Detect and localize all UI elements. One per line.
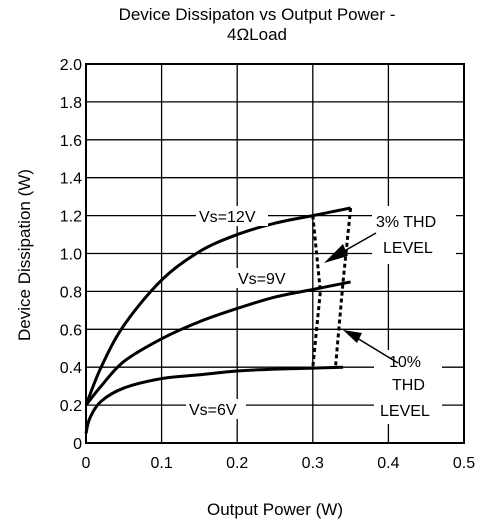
thd3-arrow bbox=[324, 233, 376, 263]
y-tick-label: 0.2 bbox=[60, 398, 82, 415]
y-tick-label: 0.6 bbox=[60, 322, 82, 339]
x-tick-label: 0 bbox=[82, 455, 91, 472]
x-tick-label: 0.2 bbox=[226, 455, 248, 472]
thd3-label-line1: 3% THD bbox=[376, 214, 436, 231]
thd10-arrow bbox=[343, 330, 398, 363]
thd-line-1 bbox=[335, 208, 350, 367]
y-axis-label: Device Dissipation (W) bbox=[15, 169, 34, 341]
thd3-label-line2: LEVEL bbox=[383, 240, 433, 257]
x-axis-label: Output Power (W) bbox=[207, 500, 343, 519]
y-tick-label: 1.6 bbox=[60, 133, 82, 150]
y-tick-label: 1.4 bbox=[60, 171, 82, 188]
x-tick-label: 0.4 bbox=[377, 455, 399, 472]
y-tick-label: 0 bbox=[73, 436, 82, 453]
vs12-label: Vs=12V bbox=[199, 209, 256, 226]
thd10-label-line1: 10% bbox=[389, 354, 421, 371]
chart-title-line2: 4ΩLoad bbox=[227, 25, 287, 44]
x-tick-label: 0.3 bbox=[302, 455, 324, 472]
y-tick-label: 1.8 bbox=[60, 95, 82, 112]
vs6-label: Vs=6V bbox=[189, 402, 237, 419]
y-tick-label: 1.0 bbox=[60, 247, 82, 264]
series-line-vs-12v bbox=[86, 208, 351, 405]
x-tick-label: 0.1 bbox=[150, 455, 172, 472]
y-tick-label: 1.2 bbox=[60, 209, 82, 226]
y-tick-label: 0.8 bbox=[60, 284, 82, 301]
vs9-label: Vs=9V bbox=[238, 271, 286, 288]
chart-title-line1: Device Dissipaton vs Output Power - bbox=[119, 5, 396, 24]
y-tick-label: 0.4 bbox=[60, 360, 82, 377]
thd10-label-line2: THD bbox=[392, 377, 425, 394]
y-tick-label: 2.0 bbox=[60, 57, 82, 74]
thd10-label-line3: LEVEL bbox=[380, 403, 430, 420]
x-tick-label: 0.5 bbox=[453, 455, 475, 472]
